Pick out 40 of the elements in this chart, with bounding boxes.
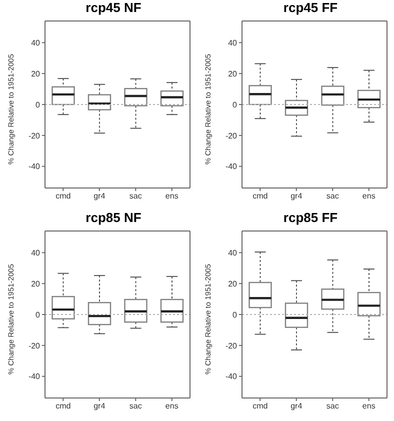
chart-title: rcp45 FF <box>283 0 338 16</box>
x-tick-label: gr4 <box>93 192 106 201</box>
y-tick-label: -40 <box>28 372 40 382</box>
y-tick-label: 20 <box>228 279 238 288</box>
y-tick-label: 0 <box>232 310 238 320</box>
y-tick-label: 40 <box>228 248 238 258</box>
y-tick-label: -40 <box>224 162 238 172</box>
y-tick-label: 40 <box>228 38 238 48</box>
x-tick-label: gr4 <box>290 402 302 411</box>
x-tick-label: ens <box>164 402 178 411</box>
y-tick-label: -20 <box>224 341 238 350</box>
y-tick-label: 0 <box>35 310 40 320</box>
y-tick-label: -20 <box>28 341 40 350</box>
y-tick-label: -20 <box>224 131 238 140</box>
x-tick-label: gr4 <box>290 192 302 201</box>
y-tick-label: -40 <box>224 372 238 382</box>
x-tick-label: cmd <box>55 192 70 201</box>
x-tick-label: ens <box>362 402 375 411</box>
y-tick-label: 20 <box>228 69 238 78</box>
x-tick-label: cmd <box>55 402 70 411</box>
y-tick-label: 20 <box>30 69 40 78</box>
x-tick-label: cmd <box>252 192 268 201</box>
x-tick-label: cmd <box>252 402 268 411</box>
x-tick-label: gr4 <box>93 402 106 411</box>
y-tick-label: 40 <box>30 248 40 258</box>
y-tick-label: 40 <box>30 38 40 48</box>
chart-title: rcp85 NF <box>86 210 142 226</box>
x-tick-label: sac <box>326 192 338 201</box>
chart-title: rcp45 NF <box>86 0 142 16</box>
y-tick-label: -20 <box>28 131 40 140</box>
chart-title: rcp85 FF <box>283 210 338 226</box>
y-tick-label: -40 <box>28 162 40 172</box>
x-tick-label: ens <box>164 192 178 201</box>
x-tick-label: sac <box>128 192 142 201</box>
y-tick-label: 20 <box>30 279 40 288</box>
x-tick-label: sac <box>326 402 338 411</box>
y-tick-label: 0 <box>35 100 40 110</box>
x-tick-label: sac <box>128 402 142 411</box>
y-tick-label: 0 <box>232 100 238 110</box>
x-tick-label: ens <box>362 192 375 201</box>
